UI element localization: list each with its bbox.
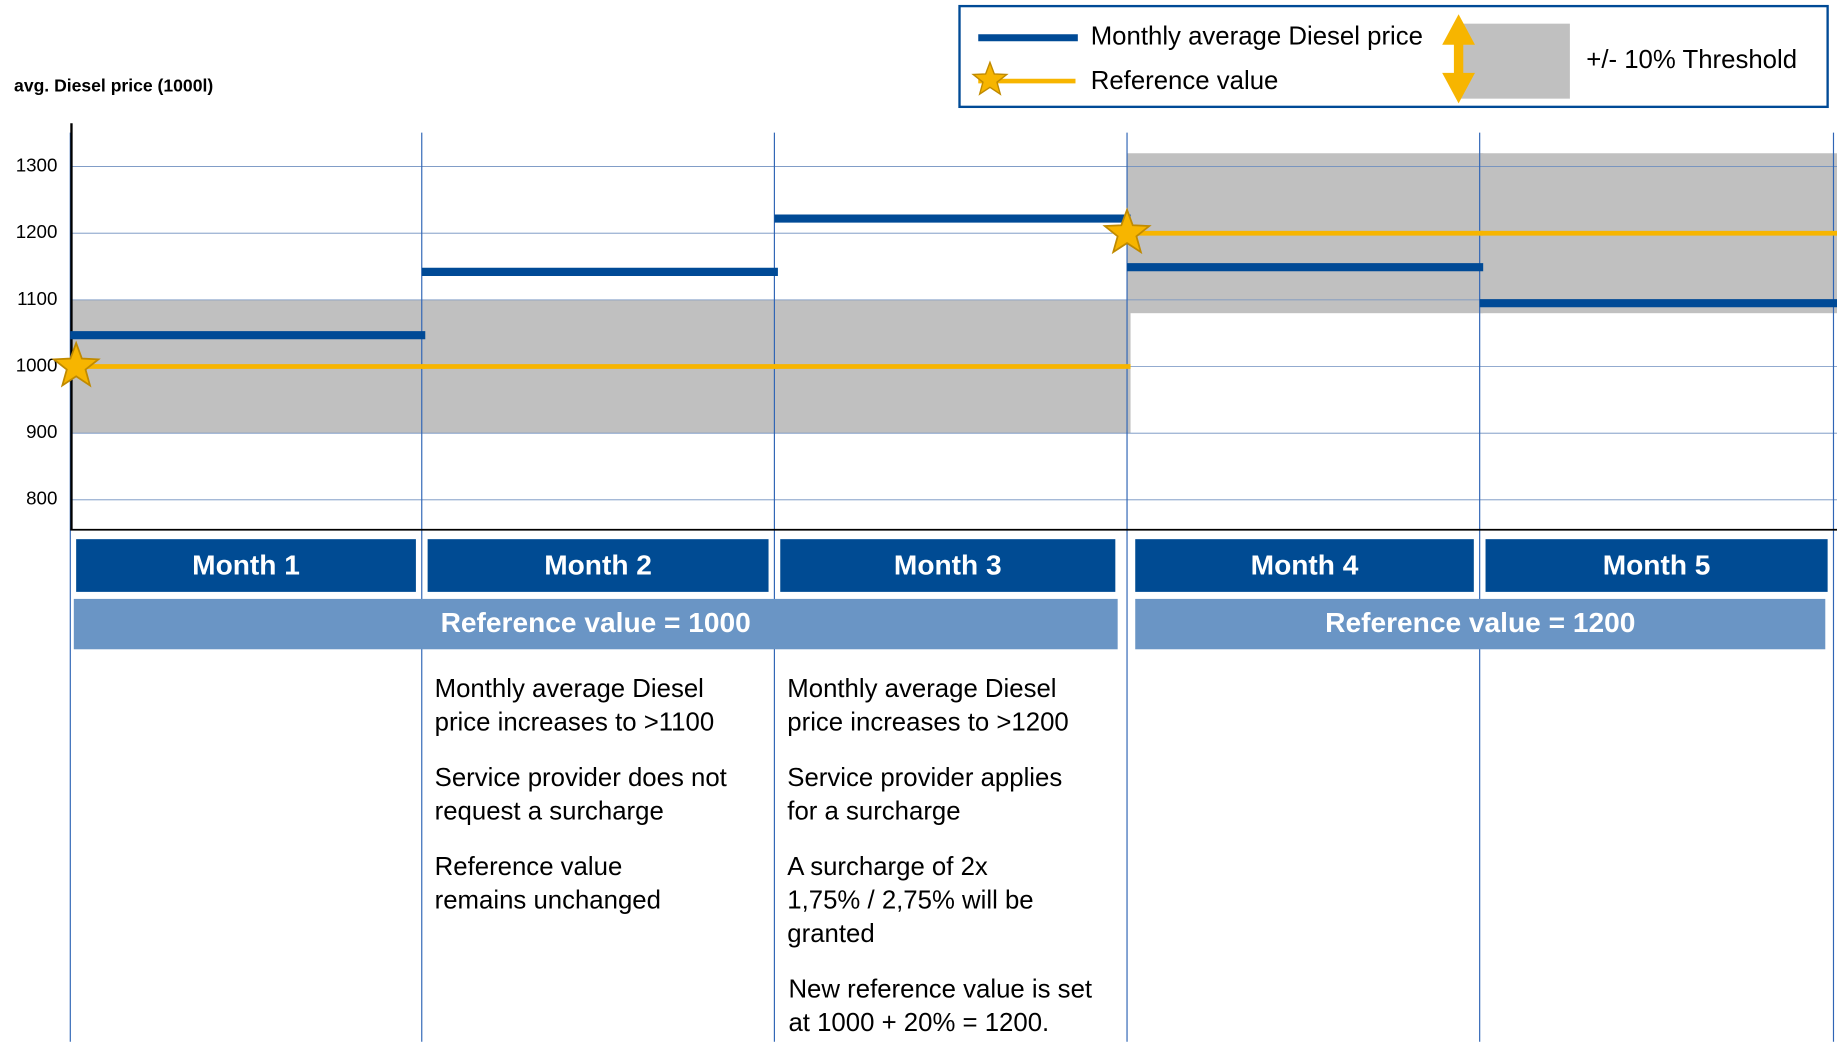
- legend-label: +/- 10% Threshold: [1586, 46, 1797, 74]
- x-tick-label: Month 5: [1603, 550, 1711, 581]
- note-text: Monthly average Diesel: [435, 675, 704, 703]
- x-tick-label: Month 1: [192, 550, 300, 581]
- x-tick-label: Month 2: [544, 550, 652, 581]
- note-text: Service provider applies: [787, 764, 1062, 792]
- y-tick-label: 1000: [16, 354, 58, 375]
- note-text: for a surcharge: [787, 798, 960, 826]
- note-text: Monthly average Diesel: [787, 675, 1056, 703]
- legend-arrow-head: [1442, 72, 1475, 104]
- month-box: [76, 539, 416, 592]
- note-text: A surcharge of 2x: [787, 853, 988, 881]
- month-box: [427, 539, 769, 592]
- legend-label: Reference value: [1091, 67, 1279, 95]
- note-text: remains unchanged: [435, 887, 661, 915]
- reference-star: [1102, 207, 1152, 255]
- legend-threshold-swatch: [1458, 23, 1570, 99]
- y-axis-label: avg. Diesel price (1000l): [14, 76, 213, 96]
- x-tick-label: Month 3: [894, 550, 1002, 581]
- legend-box: [958, 4, 1829, 109]
- note-text: granted: [787, 920, 874, 948]
- note-text: Service provider does not: [435, 764, 727, 792]
- y-tick-label: 1300: [16, 155, 58, 176]
- reference-box: [73, 598, 1118, 650]
- x-tick-label: Month 4: [1251, 550, 1359, 581]
- legend-star: [971, 60, 1009, 96]
- y-tick-label: 900: [26, 421, 57, 442]
- month-box: [780, 539, 1116, 592]
- month-box: [1135, 539, 1474, 592]
- note-text: New reference value is set: [788, 976, 1092, 1004]
- legend-label: Monthly average Diesel price: [1091, 23, 1423, 51]
- note-text: request a surcharge: [435, 798, 664, 826]
- note-text: price increases to >1100: [435, 708, 715, 736]
- reference-star: [51, 340, 101, 388]
- y-tick-label: 800: [26, 488, 57, 509]
- note-text: at 1000 + 20% = 1200.: [788, 1009, 1049, 1037]
- y-tick-label: 1200: [16, 221, 58, 242]
- reference-label: Reference value = 1200: [1325, 607, 1635, 638]
- reference-box: [1135, 598, 1826, 650]
- legend-arrow-head: [1442, 14, 1475, 45]
- month-box: [1485, 539, 1828, 592]
- reference-label: Reference value = 1000: [441, 607, 751, 638]
- note-text: Reference value: [435, 853, 623, 881]
- y-tick-label: 1100: [17, 288, 57, 309]
- note-text: 1,75% / 2,75% will be: [787, 887, 1033, 915]
- note-text: price increases to >1200: [787, 708, 1068, 736]
